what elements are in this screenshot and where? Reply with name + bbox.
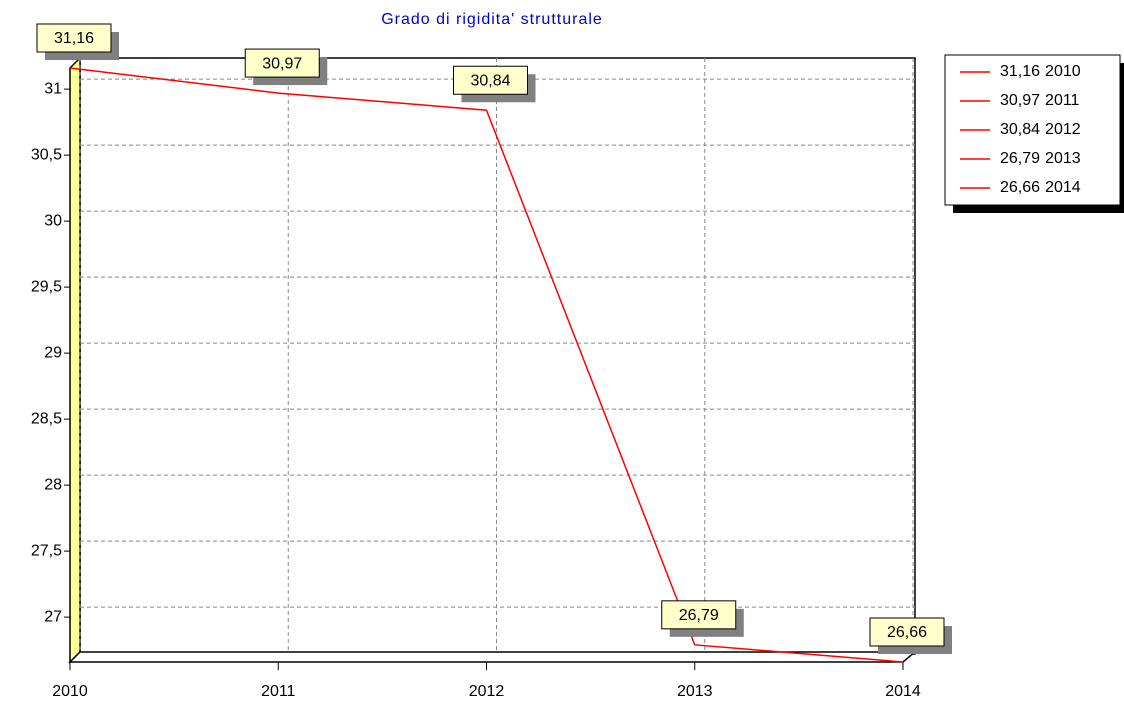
data-line (69, 67, 904, 663)
legend-value: 30,97 (1000, 92, 1040, 109)
y-tick-label: 27 (44, 608, 62, 625)
data-label: 30,84 (470, 72, 510, 89)
legend-label: 26,79 2013 (1000, 150, 1081, 167)
legend-value: 26,66 (1000, 179, 1040, 196)
y-tick-label: 31 (44, 80, 62, 97)
legend-year: 2014 (1045, 179, 1081, 196)
legend-label: 30,97 2011 (1000, 92, 1080, 109)
legend-year: 2012 (1045, 121, 1081, 138)
legend-value: 30,84 (1000, 121, 1040, 138)
label-box (661, 600, 737, 630)
y-tick-label: 29,5 (31, 278, 62, 295)
y-tick-label: 29 (44, 344, 62, 361)
y-tick-label: 28,5 (31, 410, 62, 427)
back-wall (79, 57, 916, 655)
data-label: 26,79 (679, 607, 719, 624)
x-tick-label: 2010 (52, 683, 88, 700)
legend-label: 31,16 2010 (1000, 63, 1081, 80)
chart-title: Grado di rigidita' strutturale (381, 11, 603, 28)
data-label: 31,16 (54, 30, 94, 47)
label-box (36, 23, 112, 53)
data-label: 30,97 (262, 55, 302, 72)
x-tick-label: 2014 (885, 683, 921, 700)
y-tick-label: 30 (44, 212, 62, 229)
x-tick-label: 2011 (261, 683, 296, 700)
legend-label: 30,84 2012 (1000, 121, 1081, 138)
legend-year: 2011 (1045, 92, 1080, 109)
legend-label: 26,66 2014 (1000, 179, 1081, 196)
floor (68, 651, 918, 663)
legend-value: 31,16 (1000, 63, 1040, 80)
left-wall (69, 56, 81, 664)
label-box (869, 617, 945, 647)
label-box (244, 48, 320, 78)
y-tick-label: 30,5 (31, 146, 62, 163)
y-tick-label: 28 (44, 476, 62, 493)
data-label: 26,66 (887, 624, 927, 641)
x-tick-label: 2013 (677, 683, 713, 700)
label-box (453, 65, 528, 95)
legend-year: 2010 (1045, 63, 1081, 80)
y-tick-label: 27,5 (31, 542, 62, 559)
legend-value: 26,79 (1000, 150, 1040, 167)
legend-year: 2013 (1045, 150, 1081, 167)
x-tick-label: 2012 (469, 683, 505, 700)
